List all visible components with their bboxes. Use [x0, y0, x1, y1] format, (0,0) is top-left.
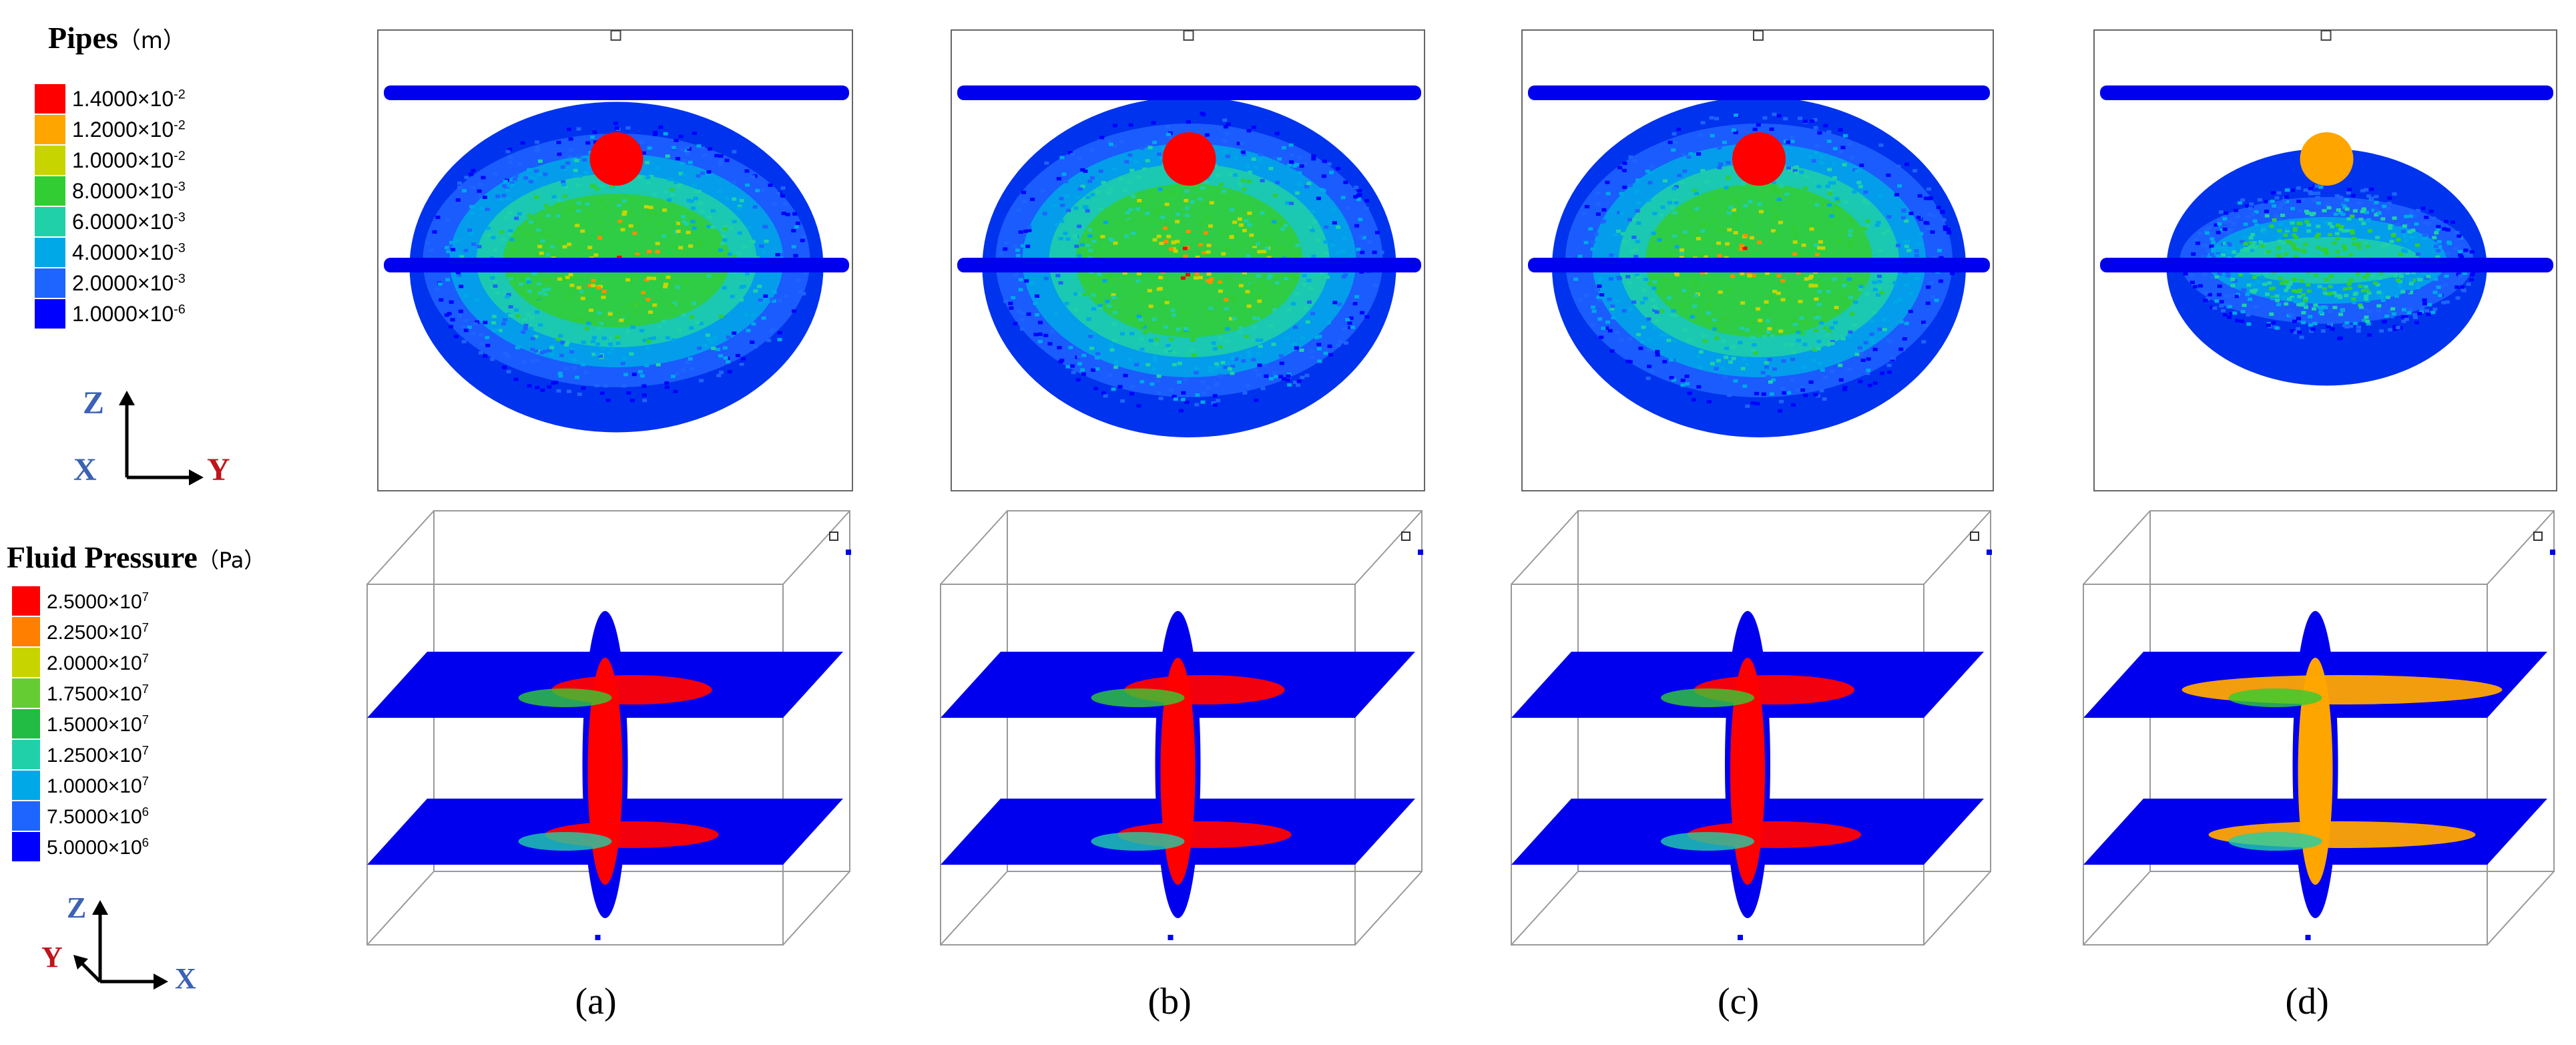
pipes-section-panel	[377, 29, 853, 491]
fluid-swatch	[12, 709, 40, 739]
upper-band	[957, 85, 1421, 100]
fluid-pressure-panel	[360, 504, 896, 958]
marker-icon	[1753, 30, 1764, 41]
pipes-swatch	[35, 146, 65, 175]
panel-label: (c)	[1718, 981, 1760, 1022]
fluid-3d-plot	[366, 510, 851, 946]
fluid-swatch	[12, 648, 40, 677]
fluid-swatch	[12, 832, 40, 861]
axis-x-label-bottom: X	[175, 962, 196, 995]
pipes-tick-label: 1.4000×10-2	[72, 87, 186, 111]
pipes-swatch	[35, 84, 65, 114]
pipes-swatch	[35, 176, 65, 206]
lower-band	[1528, 258, 1990, 272]
fluid-swatch	[12, 678, 40, 708]
upper-band	[1528, 85, 1990, 100]
panel-label: (d)	[2285, 981, 2329, 1022]
pipes-swatch	[35, 207, 65, 236]
fluid-tick-label: 2.5000×107	[47, 590, 149, 613]
axis-x-label: X	[73, 452, 97, 487]
lower-band	[2100, 258, 2553, 272]
marker-icon	[1183, 30, 1194, 41]
axis-y-label: Y	[207, 452, 230, 487]
fluid-tick-label: 1.2500×107	[47, 743, 149, 767]
panel-label: (b)	[1147, 981, 1192, 1022]
marker-icon	[2320, 30, 2332, 41]
pipes-swatch	[35, 115, 65, 144]
fluid-tick-label: 7.5000×106	[47, 805, 149, 828]
axis-z-label: Z	[83, 385, 105, 421]
fluid-tick-label: 1.7500×107	[47, 682, 149, 705]
fluid-tick-label: 1.0000×107	[47, 774, 149, 797]
pipes-tick-label: 1.2000×10-2	[72, 118, 186, 142]
fluid-pressure-panel	[2077, 504, 2576, 958]
pipes-tick-label: 8.0000×10-3	[72, 179, 186, 203]
pipes-particle-plot	[2100, 30, 2553, 386]
pipes-swatch	[35, 268, 65, 298]
pipes-section-panel	[951, 29, 1425, 491]
pipes-particle-plot	[1528, 30, 1990, 437]
pipes-section-panel	[2093, 29, 2557, 491]
fluid-3d-plot	[1511, 510, 1992, 946]
fluid-tick-label: 2.2500×107	[47, 620, 149, 644]
injection-point	[589, 132, 643, 186]
fluid-pressure-panel	[934, 504, 1469, 958]
pipes-tick-label: 1.0000×10-6	[72, 302, 186, 326]
fluid-tick-label: 5.0000×106	[47, 835, 149, 859]
pipes-tick-label: 2.0000×10-3	[72, 271, 186, 295]
fluid-3d-plot	[2083, 510, 2555, 946]
pipes-particle-plot	[384, 30, 849, 433]
fluid-swatch	[12, 586, 40, 616]
pipes-section-panel	[1521, 29, 1994, 491]
pipes-tick-label: 4.0000×10-3	[72, 240, 186, 264]
fluid-swatch	[12, 771, 40, 800]
axis-y-label-bottom: Y	[41, 941, 63, 974]
pipes-legend-title: Pipes（m）	[48, 21, 186, 55]
lower-band	[384, 258, 849, 272]
injection-point	[2300, 132, 2354, 186]
pipes-tick-label: 6.0000×10-3	[72, 210, 186, 234]
lower-band	[957, 258, 1421, 272]
fluid-3d-plot	[940, 510, 1423, 946]
axis-z-label-bottom: Z	[67, 891, 87, 924]
fluid-swatch	[12, 801, 40, 831]
pipes-swatch	[35, 238, 65, 267]
marker-icon	[610, 30, 621, 41]
fluid-tick-label: 1.5000×107	[47, 712, 149, 736]
fluid-swatch	[12, 617, 40, 646]
upper-band	[384, 85, 849, 100]
particle-speckle	[1566, 112, 1955, 413]
pipes-particle-plot	[957, 30, 1421, 437]
top-axes-arrows	[119, 391, 204, 485]
pipes-tick-label: 1.0000×10-2	[72, 148, 186, 172]
fluid-swatch	[12, 740, 40, 769]
fluid-legend-title: Fluid Pressure（Pa）	[7, 540, 266, 574]
fluid-tick-label: 2.0000×107	[47, 651, 149, 674]
fluid-pressure-panel	[1505, 504, 2037, 958]
injection-point	[1162, 132, 1216, 186]
injection-point	[1732, 132, 1786, 186]
upper-band	[2100, 85, 2553, 100]
panel-label: (a)	[575, 981, 617, 1022]
bottom-axes-arrows	[73, 900, 168, 990]
pipes-swatch	[35, 299, 65, 329]
